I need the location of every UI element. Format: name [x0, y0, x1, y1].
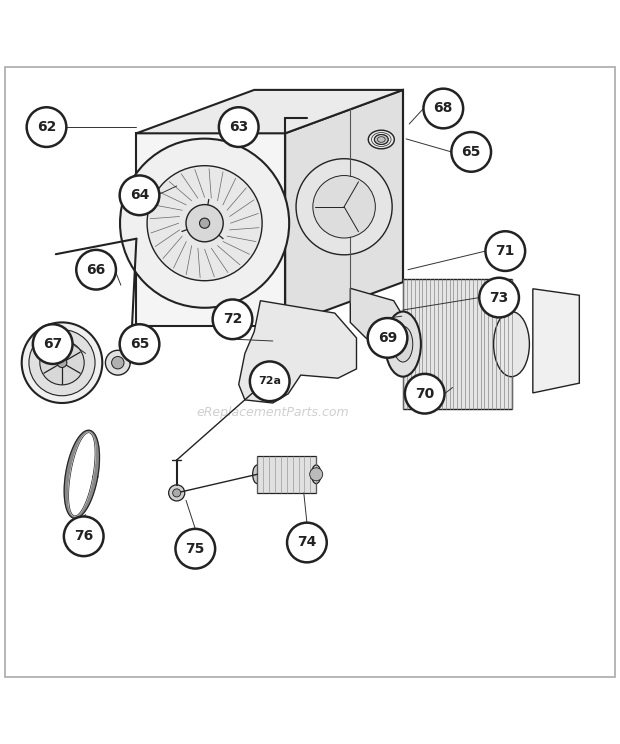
Text: 72: 72	[223, 312, 242, 327]
Circle shape	[29, 330, 95, 396]
Circle shape	[313, 176, 375, 238]
Circle shape	[423, 89, 463, 129]
Text: 73: 73	[489, 291, 509, 304]
Circle shape	[76, 250, 116, 289]
Circle shape	[287, 522, 327, 562]
Circle shape	[186, 205, 223, 242]
Polygon shape	[533, 289, 579, 393]
Circle shape	[120, 138, 289, 308]
Circle shape	[172, 489, 181, 497]
Text: 67: 67	[43, 337, 63, 351]
Circle shape	[33, 324, 73, 364]
Circle shape	[64, 516, 104, 557]
Circle shape	[147, 166, 262, 280]
Text: 65: 65	[461, 145, 481, 159]
Circle shape	[120, 176, 159, 215]
Circle shape	[40, 341, 84, 385]
Text: 63: 63	[229, 120, 249, 134]
Circle shape	[296, 158, 392, 254]
Ellipse shape	[312, 465, 321, 484]
Text: 64: 64	[130, 188, 149, 202]
Circle shape	[250, 362, 290, 401]
Ellipse shape	[374, 135, 388, 144]
Circle shape	[485, 231, 525, 271]
Polygon shape	[136, 133, 285, 326]
Circle shape	[105, 350, 130, 375]
Text: 68: 68	[433, 101, 453, 115]
Circle shape	[22, 322, 102, 403]
Polygon shape	[285, 90, 403, 326]
Ellipse shape	[385, 312, 421, 376]
Circle shape	[175, 529, 215, 568]
Circle shape	[27, 107, 66, 147]
Circle shape	[368, 318, 407, 358]
Circle shape	[310, 468, 323, 481]
Circle shape	[213, 299, 252, 339]
Polygon shape	[64, 430, 99, 519]
Polygon shape	[350, 288, 403, 344]
Circle shape	[451, 132, 491, 172]
Polygon shape	[136, 90, 403, 133]
Circle shape	[200, 218, 210, 228]
Text: 75: 75	[185, 542, 205, 556]
Text: 66: 66	[86, 263, 106, 277]
Text: eReplacementParts.com: eReplacementParts.com	[197, 405, 349, 419]
Polygon shape	[403, 279, 511, 409]
Text: 74: 74	[297, 536, 317, 550]
Circle shape	[112, 356, 124, 369]
Polygon shape	[69, 433, 95, 516]
Circle shape	[57, 358, 67, 368]
Ellipse shape	[253, 465, 262, 484]
Text: 69: 69	[378, 331, 397, 345]
Text: 70: 70	[415, 387, 435, 401]
Polygon shape	[257, 455, 316, 493]
Circle shape	[405, 373, 445, 414]
Text: 71: 71	[495, 244, 515, 258]
Circle shape	[219, 107, 259, 147]
Polygon shape	[239, 301, 356, 403]
Ellipse shape	[494, 312, 529, 376]
Text: 65: 65	[130, 337, 149, 351]
Text: 62: 62	[37, 120, 56, 134]
Circle shape	[120, 324, 159, 364]
Circle shape	[479, 278, 519, 318]
Ellipse shape	[393, 326, 413, 362]
Circle shape	[169, 485, 185, 501]
Text: 76: 76	[74, 529, 94, 543]
Ellipse shape	[368, 130, 394, 149]
Text: 72a: 72a	[258, 376, 281, 386]
